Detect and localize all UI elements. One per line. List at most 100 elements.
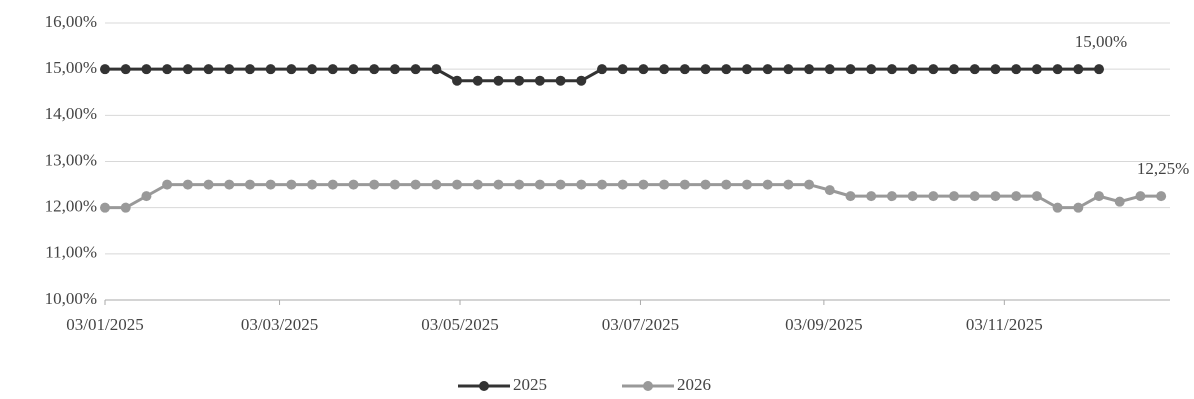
value-label: 15,00% (1075, 32, 1127, 51)
point (721, 179, 732, 190)
point (203, 64, 214, 75)
point (348, 64, 359, 75)
point (762, 64, 773, 75)
point (493, 75, 504, 86)
point (597, 64, 607, 75)
point (307, 64, 318, 75)
point (348, 179, 359, 190)
point (824, 185, 835, 196)
point (969, 191, 980, 202)
point (141, 191, 152, 202)
point (741, 179, 752, 190)
point (928, 191, 939, 202)
point (265, 179, 276, 190)
point (162, 64, 173, 75)
point (845, 64, 856, 75)
point (472, 179, 483, 190)
x-tick-label: 03/05/2025 (421, 315, 498, 334)
value-label: 12,25% (1137, 159, 1189, 178)
point (1094, 191, 1104, 202)
point (286, 179, 297, 190)
y-tick-label: 13,00% (45, 150, 97, 169)
x-tick-label: 03/01/2025 (66, 315, 143, 334)
point (721, 64, 732, 75)
x-tick-label: 03/03/2025 (241, 315, 318, 334)
y-tick-label: 12,00% (45, 197, 97, 216)
point (327, 64, 338, 75)
point (265, 64, 276, 75)
point (928, 64, 939, 75)
point (949, 64, 960, 75)
point (327, 179, 338, 190)
point (431, 64, 442, 75)
point (659, 64, 670, 75)
point (100, 64, 110, 75)
point (410, 64, 421, 75)
point (576, 179, 587, 190)
point (224, 179, 235, 190)
point (1052, 64, 1063, 75)
point (534, 75, 545, 86)
point (679, 179, 690, 190)
point (659, 179, 670, 190)
point (1011, 191, 1022, 202)
point (514, 75, 525, 86)
point (182, 64, 193, 75)
point (472, 75, 483, 86)
point (182, 179, 193, 190)
point (493, 179, 504, 190)
point (120, 64, 131, 75)
point (783, 64, 794, 75)
point (1156, 191, 1167, 202)
y-tick-label: 10,00% (45, 289, 97, 308)
point (410, 179, 421, 190)
point (804, 179, 815, 190)
point (224, 64, 235, 75)
legend-marker (479, 381, 489, 391)
point (1073, 64, 1084, 75)
point (762, 179, 773, 190)
y-tick-label: 11,00% (45, 243, 97, 262)
x-tick-label: 03/09/2025 (785, 315, 862, 334)
point (1073, 202, 1084, 213)
point (597, 179, 607, 190)
point (534, 179, 545, 190)
legend-label: 2025 (513, 375, 547, 394)
point (162, 179, 173, 190)
point (824, 64, 835, 75)
point (866, 191, 877, 202)
point (866, 64, 877, 75)
point (1031, 191, 1042, 202)
series-line (105, 183, 1162, 210)
x-tick-label: 03/11/2025 (966, 315, 1043, 334)
point (638, 179, 649, 190)
point (452, 75, 463, 86)
point (969, 64, 980, 75)
point (1011, 64, 1022, 75)
point (452, 179, 463, 190)
legend-label: 2026 (677, 375, 711, 394)
point (369, 64, 380, 75)
point (617, 64, 628, 75)
point (141, 64, 152, 75)
point (990, 191, 1001, 202)
point (783, 179, 794, 190)
y-tick-label: 15,00% (45, 58, 97, 77)
point (389, 179, 400, 190)
point (886, 191, 897, 202)
point (431, 179, 442, 190)
point (741, 64, 752, 75)
point (679, 64, 690, 75)
point (617, 179, 628, 190)
point (100, 202, 110, 213)
point (514, 179, 525, 190)
point (369, 179, 380, 190)
point (700, 179, 711, 190)
point (286, 64, 297, 75)
point (1052, 202, 1063, 213)
point (907, 64, 918, 75)
y-tick-label: 14,00% (45, 104, 97, 123)
point (307, 179, 318, 190)
